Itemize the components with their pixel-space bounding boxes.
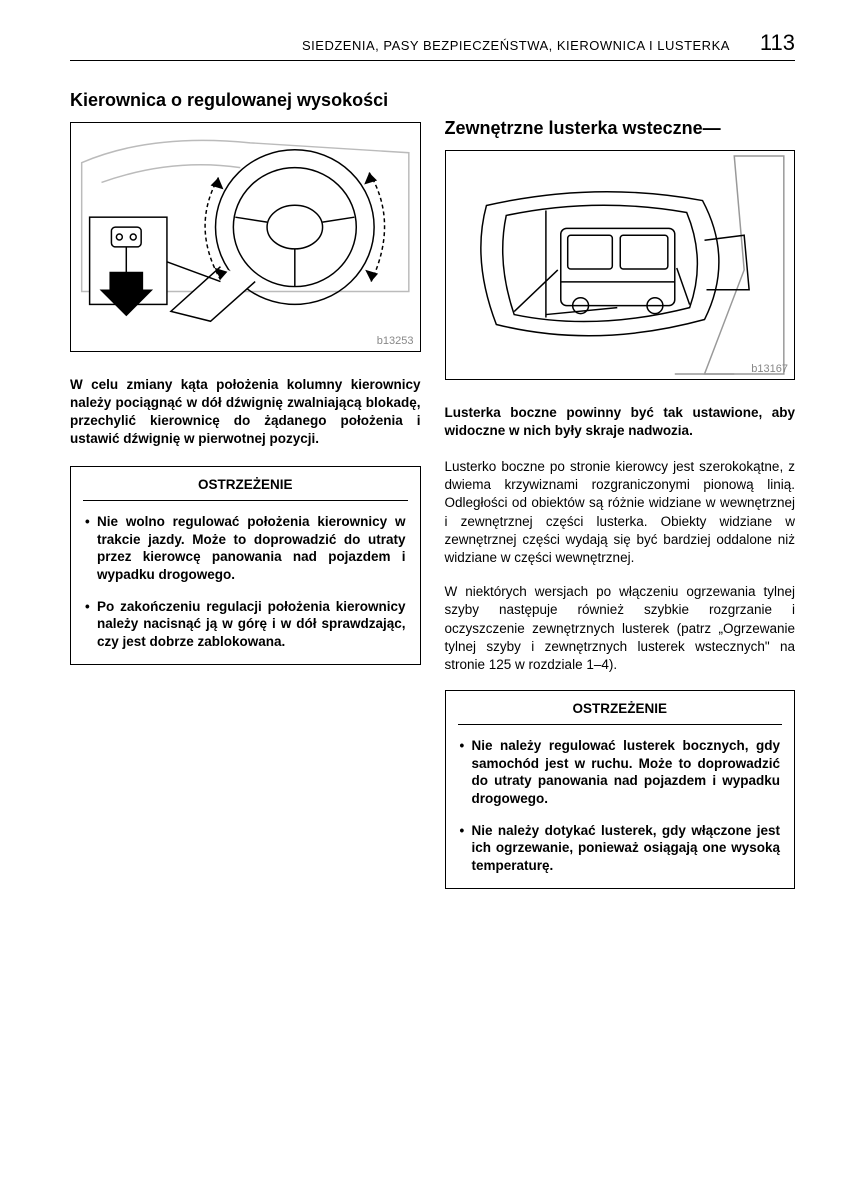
steering-figure: b13253 (70, 122, 421, 352)
figure-id: b13253 (377, 335, 414, 347)
warning-title: OSTRZEŻENIE (83, 477, 408, 501)
content-columns: Kierownica o regulowanej wysokości (70, 89, 795, 889)
right-section-title: Zewnętrzne lusterka wsteczne— (445, 117, 796, 140)
left-warning-box: OSTRZEŻENIE Nie wolno regulować położeni… (70, 466, 421, 665)
steering-illustration (71, 123, 420, 351)
figure-id: b13167 (751, 363, 788, 375)
mirror-illustration (446, 151, 795, 379)
warning-item: Po zakończeniu regulacji położenia kiero… (85, 598, 406, 651)
right-column: Zewnętrzne lusterka wsteczne— (445, 89, 796, 889)
warning-list: Nie należy regulować lusterek bocznych, … (460, 737, 781, 874)
warning-list: Nie wolno regulować położenia kierownicy… (85, 513, 406, 650)
right-lead-paragraph: Lusterka boczne powinny być tak ustawion… (445, 404, 796, 440)
warning-item: Nie należy dotykać lusterek, gdy włączon… (460, 822, 781, 875)
right-paragraph-1: Lusterko boczne po stronie kierowcy jest… (445, 458, 796, 567)
left-column: Kierownica o regulowanej wysokości (70, 89, 421, 889)
right-warning-box: OSTRZEŻENIE Nie należy regulować lustere… (445, 690, 796, 889)
warning-title: OSTRZEŻENIE (458, 701, 783, 725)
warning-item: Nie należy regulować lusterek bocznych, … (460, 737, 781, 807)
left-lead-paragraph: W celu zmiany kąta położenia kolumny kie… (70, 376, 421, 449)
page-header: SIEDZENIA, PASY BEZPIECZEŃSTWA, KIEROWNI… (70, 30, 795, 61)
warning-item: Nie wolno regulować położenia kierownicy… (85, 513, 406, 583)
right-paragraph-2: W niektórych wersjach po włączeniu ogrze… (445, 583, 796, 674)
running-head: SIEDZENIA, PASY BEZPIECZEŃSTWA, KIEROWNI… (302, 38, 730, 53)
mirror-figure: b13167 (445, 150, 796, 380)
left-section-title: Kierownica o regulowanej wysokości (70, 89, 421, 112)
page-number: 113 (760, 30, 795, 56)
